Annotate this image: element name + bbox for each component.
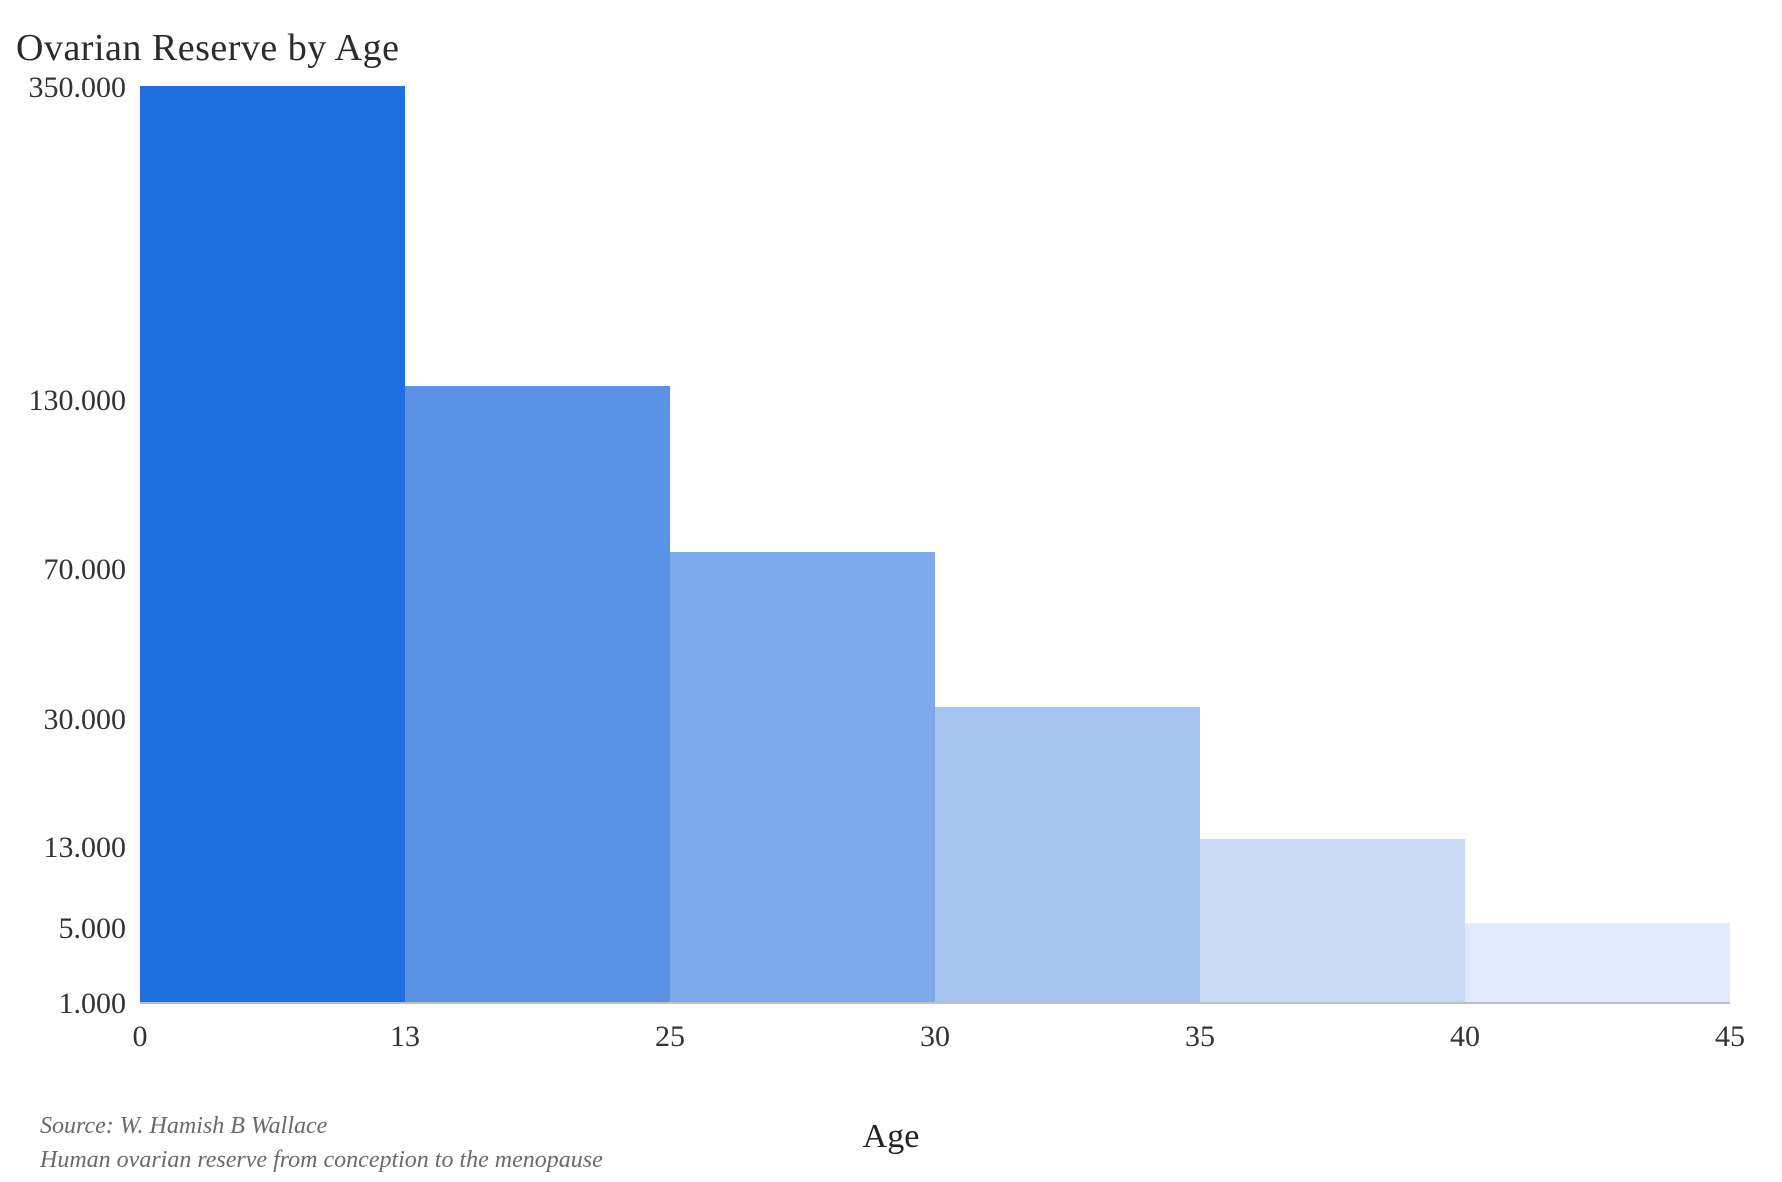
source-line-1: Source: W. Hamish B Wallace [40,1110,603,1144]
x-tick-label: 13 [390,1020,420,1054]
source-citation: Source: W. Hamish B Wallace Human ovaria… [40,1110,603,1177]
bar-0-13 [140,86,405,1002]
x-axis-label: Age [863,1118,920,1156]
plot-area [140,88,1730,1004]
x-tick-label: 25 [655,1020,685,1054]
x-tick-label: 40 [1450,1020,1480,1054]
x-tick-label: 35 [1185,1020,1215,1054]
bar-30-35 [935,707,1200,1002]
y-tick-label: 30.000 [44,703,127,737]
x-tick-label: 0 [133,1020,148,1054]
x-tick-label: 30 [920,1020,950,1054]
bar-13-25 [405,386,670,1002]
y-tick-label: 5.000 [59,912,127,946]
x-tick-label: 45 [1715,1020,1745,1054]
bar-25-30 [670,552,935,1002]
y-tick-label: 1.000 [59,987,127,1021]
chart-container: Ovarian Reserve by Age Age Source: W. Ha… [0,0,1782,1182]
bar-35-40 [1200,839,1465,1002]
y-tick-label: 13.000 [44,831,127,865]
source-line-2: Human ovarian reserve from conception to… [40,1144,603,1178]
y-tick-label: 350.000 [29,71,127,105]
y-tick-label: 130.000 [29,384,127,418]
y-tick-label: 70.000 [44,553,127,587]
bar-40-45 [1465,923,1730,1002]
chart-title: Ovarian Reserve by Age [16,26,400,70]
